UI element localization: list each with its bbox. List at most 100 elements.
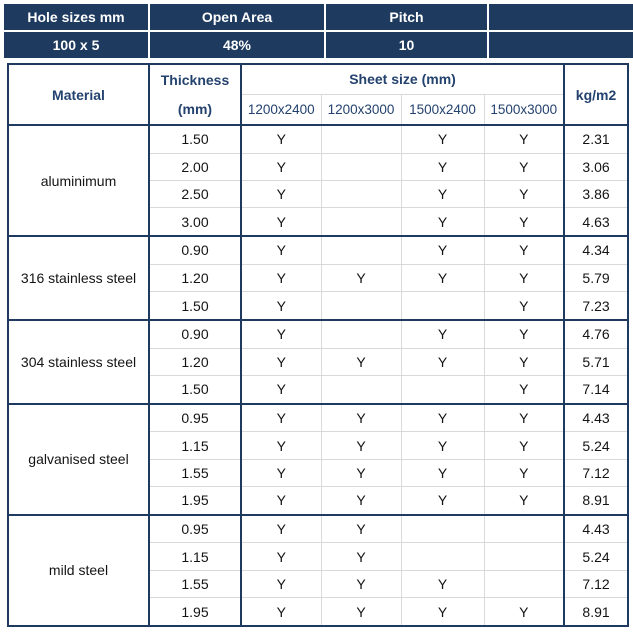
thickness-cell: 1.20	[148, 347, 242, 376]
thickness-cell: 2.00	[148, 152, 242, 182]
availability-cell	[320, 180, 402, 209]
availability-cell: Y	[240, 263, 322, 293]
thickness-cell: 1.50	[148, 123, 242, 154]
availability-cell: Y	[400, 318, 485, 349]
availability-cell: Y	[240, 431, 322, 460]
table-row: aluminimum 1.50 Y Y Y 2.31	[7, 123, 629, 237]
thickness-cell: 1.15	[148, 431, 242, 460]
band-value-pitch: 10	[326, 32, 487, 58]
availability-cell	[320, 291, 402, 321]
table-row: 3.00 Y Y Y 4.63	[8, 207, 629, 237]
table-row: mild steel 0.95 Y Y 4.43	[7, 513, 629, 627]
table-row: 1.20 Y Y Y Y 5.79	[8, 263, 629, 293]
thickness-cell: 1.95	[148, 486, 242, 516]
column-header-size-1500x2400: 1500x2400	[400, 93, 485, 126]
availability-cell: Y	[320, 597, 402, 627]
availability-cell: Y	[240, 486, 322, 516]
availability-cell: Y	[483, 458, 565, 488]
table-row: 1.15 Y Y 5.24	[8, 542, 629, 571]
weight-cell: 8.91	[563, 597, 629, 627]
availability-cell: Y	[240, 152, 322, 182]
availability-cell: Y	[240, 207, 322, 237]
header-row-1: Material Thickness (mm) Sheet size (mm) …	[7, 63, 629, 126]
availability-cell: Y	[240, 235, 322, 265]
column-header-sheet-size: Sheet size (mm)	[240, 63, 565, 95]
availability-cell	[320, 207, 402, 237]
thickness-cell: 1.95	[148, 597, 242, 627]
availability-cell: Y	[483, 347, 565, 376]
thickness-cell: 1.55	[148, 569, 242, 599]
availability-cell: Y	[240, 291, 322, 321]
band-value-hole-sizes: 100 x 5	[4, 32, 148, 58]
weight-cell: 5.71	[563, 347, 629, 376]
availability-cell	[400, 374, 485, 405]
availability-cell: Y	[320, 431, 402, 460]
band-label-hole-sizes: Hole sizes mm	[4, 4, 148, 30]
availability-cell: Y	[320, 263, 402, 293]
availability-cell	[483, 569, 565, 599]
weight-cell: 3.86	[563, 180, 629, 209]
availability-cell: Y	[483, 180, 565, 209]
band-label-pitch: Pitch	[326, 4, 487, 30]
availability-cell: Y	[400, 123, 485, 154]
availability-cell: Y	[400, 597, 485, 627]
band-value-open-area: 48%	[150, 32, 324, 58]
table-row: galvanised steel 0.95 Y Y Y Y 4.43	[7, 402, 629, 516]
column-header-size-1500x3000: 1500x3000	[483, 93, 565, 126]
availability-cell: Y	[320, 542, 402, 571]
spec-table-wrapper: Material Thickness (mm) Sheet size (mm) …	[7, 63, 630, 627]
weight-cell: 5.24	[563, 542, 629, 571]
table-row: 316 stainless steel 0.90 Y Y Y 4.34	[7, 235, 629, 321]
availability-cell	[400, 542, 485, 571]
thickness-cell: 1.50	[148, 374, 242, 405]
material-cell: mild steel	[7, 513, 150, 627]
table-row: 304 stainless steel 0.90 Y Y Y 4.76	[7, 318, 629, 405]
weight-cell: 4.43	[563, 402, 629, 433]
thickness-cell: 0.90	[148, 318, 242, 349]
band-label-open-area: Open Area	[150, 4, 324, 30]
column-header-material: Material	[7, 63, 150, 126]
thickness-cell: 0.90	[148, 235, 242, 265]
band-value-empty	[489, 32, 633, 58]
availability-cell: Y	[240, 374, 322, 405]
availability-cell	[483, 513, 565, 544]
availability-cell: Y	[240, 542, 322, 571]
availability-cell: Y	[483, 431, 565, 460]
availability-cell: Y	[320, 347, 402, 376]
availability-cell: Y	[240, 513, 322, 544]
weight-cell: 7.12	[563, 458, 629, 488]
thickness-cell: 1.20	[148, 263, 242, 293]
availability-cell: Y	[400, 207, 485, 237]
weight-cell: 4.34	[563, 235, 629, 265]
table-row: 1.55 Y Y Y Y 7.12	[8, 458, 629, 488]
material-cell: galvanised steel	[7, 402, 150, 516]
availability-cell: Y	[240, 180, 322, 209]
material-cell: 316 stainless steel	[7, 235, 150, 321]
summary-band: Hole sizes mm Open Area Pitch 100 x 5 48…	[4, 4, 633, 58]
thickness-cell: 2.50	[148, 180, 242, 209]
thickness-header-line1: Thickness	[160, 71, 230, 88]
availability-cell: Y	[240, 318, 322, 349]
availability-cell: Y	[483, 402, 565, 433]
thickness-cell: 1.15	[148, 542, 242, 571]
band-label-empty	[489, 4, 633, 30]
availability-cell: Y	[483, 123, 565, 154]
availability-cell: Y	[240, 597, 322, 627]
thickness-cell: 1.50	[148, 291, 242, 321]
availability-cell: Y	[483, 374, 565, 405]
thickness-cell: 1.55	[148, 458, 242, 488]
availability-cell	[320, 374, 402, 405]
availability-cell: Y	[400, 152, 485, 182]
availability-cell	[320, 152, 402, 182]
weight-cell: 4.76	[563, 318, 629, 349]
availability-cell: Y	[483, 597, 565, 627]
availability-cell: Y	[400, 235, 485, 265]
availability-cell: Y	[400, 458, 485, 488]
availability-cell: Y	[483, 263, 565, 293]
weight-cell: 3.06	[563, 152, 629, 182]
material-cell: aluminimum	[7, 123, 150, 237]
availability-cell: Y	[400, 347, 485, 376]
weight-cell: 4.43	[563, 513, 629, 544]
column-header-size-1200x2400: 1200x2400	[240, 93, 322, 126]
column-header-kg: kg/m2	[563, 63, 629, 126]
